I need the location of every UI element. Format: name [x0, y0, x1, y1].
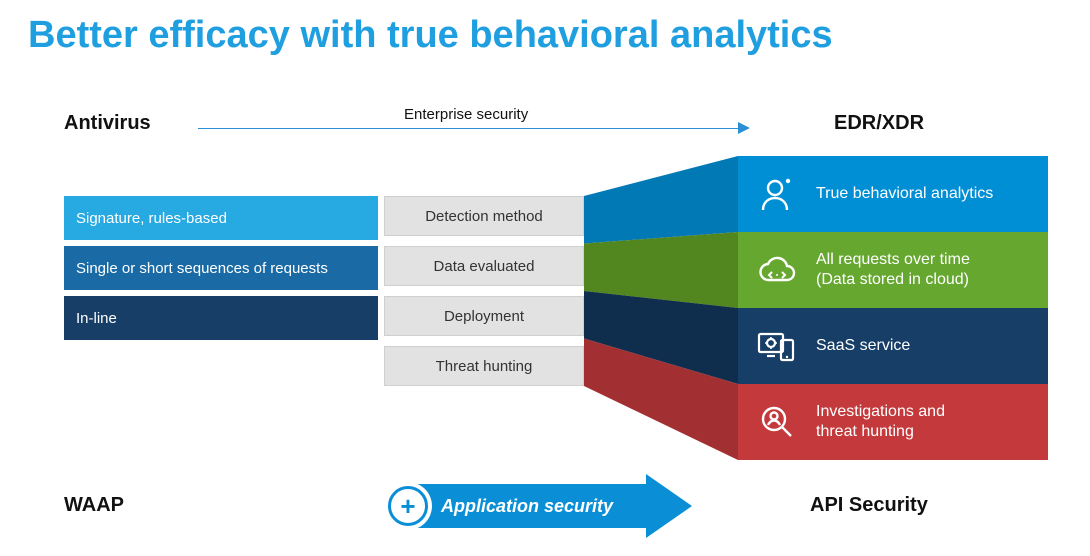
mid-row-2: Deployment — [384, 296, 584, 336]
investigate-icon — [752, 397, 802, 447]
block-face-3: Investigations andthreat hunting — [738, 384, 1048, 460]
left-row-1: Single or short sequences of requests — [64, 246, 378, 290]
mid-row-3: Threat hunting — [384, 346, 584, 386]
block-face-2: SaaS service — [738, 308, 1048, 384]
application-security-arrow: Application security — [408, 484, 646, 528]
user-icon — [752, 169, 802, 219]
enterprise-security-label: Enterprise security — [404, 106, 528, 123]
mid-row-1: Data evaluated — [384, 246, 584, 286]
mid-row-0: Detection method — [384, 196, 584, 236]
block-face-1: All requests over time(Data stored in cl… — [738, 232, 1048, 308]
bottom-right-label: API Security — [810, 494, 928, 517]
block-label-1: All requests over time(Data stored in cl… — [816, 250, 970, 290]
bottom-left-label: WAAP — [64, 494, 124, 517]
header-antivirus: Antivirus — [64, 112, 151, 135]
block-face-0: True behavioral analytics — [738, 156, 1048, 232]
enterprise-arrow-line — [198, 128, 738, 129]
cloud-icon — [752, 245, 802, 295]
devices-icon — [752, 321, 802, 371]
plus-icon: + — [384, 482, 432, 530]
block-label-3: Investigations andthreat hunting — [816, 402, 945, 442]
left-row-2: In-line — [64, 296, 378, 340]
enterprise-arrow-head — [738, 122, 750, 134]
left-row-0: Signature, rules-based — [64, 196, 378, 240]
block-label-0: True behavioral analytics — [816, 184, 993, 204]
block-label-2: SaaS service — [816, 336, 910, 356]
application-security-arrow-head — [646, 474, 692, 538]
block-side-faces — [584, 156, 738, 460]
header-edr-xdr: EDR/XDR — [834, 112, 924, 135]
slide-title: Better efficacy with true behavioral ana… — [28, 14, 833, 57]
